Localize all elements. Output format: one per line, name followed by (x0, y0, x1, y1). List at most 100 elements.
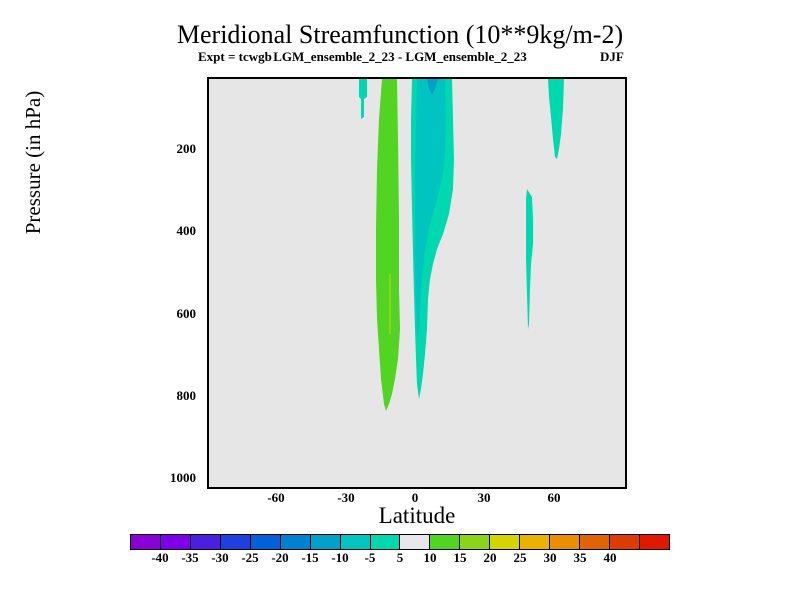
colorbar-tick-label: -10 (331, 550, 349, 565)
plot-area (207, 77, 627, 489)
x-tick-minor-top (590, 77, 592, 79)
colorbar-tick-label: -35 (181, 550, 199, 565)
region-negative-blue-core (427, 79, 438, 95)
x-tick-minor (382, 487, 384, 489)
colorbar (130, 534, 670, 550)
colorbar-cell (369, 535, 400, 549)
colorbar-tick-label: 25 (513, 550, 527, 565)
colorbar-cell (339, 535, 370, 549)
x-tick-major-top (556, 77, 558, 79)
colorbar-tick-label: 35 (573, 550, 587, 565)
x-tick-major (348, 487, 350, 489)
colorbar-cell (131, 535, 160, 549)
x-tick-major (556, 487, 558, 489)
y-tick-major-right (625, 314, 627, 316)
colorbar-tick-label: 15 (453, 550, 467, 565)
y-tick-minor (207, 108, 209, 110)
colorbar-tick-label: 10 (423, 550, 437, 565)
colorbar-cell (459, 535, 490, 549)
colorbar-cell (429, 535, 460, 549)
y-tick-major-right (625, 479, 627, 481)
colorbar-tick-label: 20 (483, 550, 497, 565)
colorbar-labels: -40 -35 -30 -25 -20 -15 -10 -5 5 10 15 20 25 30 35 40 (130, 550, 670, 568)
y-tick-label: 1000 (170, 470, 196, 485)
colorbar-tick-label: 40 (603, 550, 617, 565)
region-negative-cyan-core (415, 79, 446, 344)
y-tick-minor (207, 438, 209, 440)
y-axis-title: Pressure (in hPa) (21, 90, 46, 235)
x-tick-label: 60 (547, 490, 561, 505)
x-tick-minor (521, 487, 523, 489)
subtitle-dataset: LGM_ensemble_2_23 - LGM_ensemble_2_23 (273, 49, 527, 64)
colorbar-tick-label: -40 (151, 550, 169, 565)
x-tick-minor-top (382, 77, 384, 79)
x-tick-major-top (486, 77, 488, 79)
x-tick-minor (452, 487, 454, 489)
contour-plot (359, 79, 564, 411)
colorbar-cell (309, 535, 340, 549)
x-tick-minor-top (452, 77, 454, 79)
y-tick-major-right (625, 397, 627, 399)
y-tick-minor (207, 355, 209, 357)
y-tick-major (207, 314, 209, 316)
x-axis-title: Latitude (378, 503, 456, 528)
x-tick-label: -60 (267, 490, 285, 505)
colorbar-cell (249, 535, 280, 549)
x-tick-major-top (417, 77, 419, 79)
y-tick-label: 400 (176, 223, 197, 238)
colorbar-cell (609, 535, 639, 549)
colorbar-cell (399, 535, 430, 549)
region-positive-green-band (376, 79, 400, 411)
x-tick-minor-top (521, 77, 523, 79)
subtitle-experiment: Expt = tcwgb (198, 49, 272, 64)
colorbar-cell (519, 535, 550, 549)
x-tick-label: 0 (411, 490, 419, 505)
x-tick-minor-top (244, 77, 246, 79)
x-tick-major (486, 487, 488, 489)
y-tick-major (207, 232, 209, 234)
y-tick-minor-right (625, 191, 627, 193)
x-tick-minor (313, 487, 315, 489)
colorbar-tick-label: -20 (271, 550, 289, 565)
x-tick-major (278, 487, 280, 489)
x-tick-minor (590, 487, 592, 489)
y-tick-minor (207, 191, 209, 193)
colorbar-cell (579, 535, 609, 549)
region-teal-north-upper (548, 79, 564, 159)
x-tick-label: -30 (337, 490, 355, 505)
colorbar-cell (549, 535, 580, 549)
colorbar-cell (638, 535, 669, 549)
colorbar-cell (489, 535, 520, 549)
region-teal-sliver-left (359, 79, 367, 119)
y-tick-major-right (625, 149, 627, 151)
y-tick-minor-right (625, 108, 627, 110)
x-tick-major (417, 487, 419, 489)
region-positive-green-core (389, 274, 391, 334)
colorbar-strip (130, 534, 670, 550)
y-tick-minor-right (625, 273, 627, 275)
colorbar-tick-label: -15 (301, 550, 319, 565)
y-tick-minor-right (625, 438, 627, 440)
x-tick-minor-top (313, 77, 315, 79)
subtitle-season: DJF (600, 49, 624, 64)
y-tick-label: 800 (176, 388, 197, 403)
colorbar-cell (189, 535, 220, 549)
colorbar-tick-label: -5 (364, 550, 376, 565)
region-teal-north-lower (526, 189, 533, 329)
colorbar-cell (219, 535, 250, 549)
colorbar-tick-label: 30 (543, 550, 557, 565)
x-tick-label: 30 (477, 490, 491, 505)
x-tick-minor (244, 487, 246, 489)
colorbar-cell (279, 535, 310, 549)
colorbar-cell (159, 535, 190, 549)
y-tick-minor (207, 273, 209, 275)
colorbar-tick-label: 5 (396, 550, 404, 565)
colorbar-tick-label: -30 (211, 550, 229, 565)
y-tick-major (207, 149, 209, 151)
y-tick-major (207, 397, 209, 399)
x-tick-major-top (278, 77, 280, 79)
y-tick-major-right (625, 232, 627, 234)
y-tick-major (207, 479, 209, 481)
x-tick-major-top (348, 77, 350, 79)
